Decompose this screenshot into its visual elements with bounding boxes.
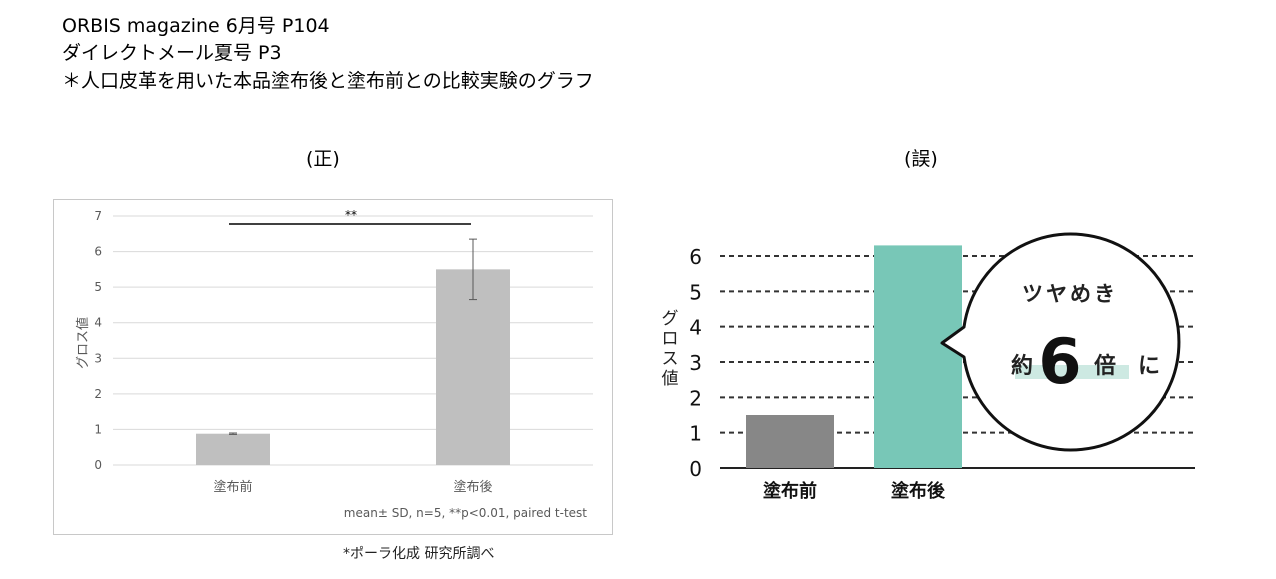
y-tick-label-2: 2: [94, 387, 102, 401]
source-note: *ポーラ化成 研究所調べ: [343, 546, 495, 562]
x-tick-label-1: 塗布後: [453, 479, 492, 495]
bubble-prefix: 約: [1011, 353, 1033, 379]
y-tick-label-5: 5: [689, 280, 702, 304]
y-tick-label-6: 6: [94, 245, 102, 259]
bubble-line1: ツヤめき: [1022, 282, 1118, 306]
y-axis-label-char-1: ロ: [662, 329, 679, 349]
x-tick-label-0: 塗布前: [213, 479, 252, 495]
y-tick-label-0: 0: [94, 458, 102, 472]
y-tick-label-5: 5: [94, 280, 102, 294]
y-tick-label-0: 0: [689, 457, 702, 481]
y-tick-label-7: 7: [94, 209, 102, 223]
correct-chart: 0 1 2 3 4 5 6 7 塗布前 塗布後 ** グロス値 mean± SD, n=5, **p<0…: [75, 208, 593, 520]
y-tick-label-1: 1: [94, 422, 102, 436]
y-tick-label-4: 4: [94, 316, 102, 330]
caption-incorrect: (誤): [904, 148, 938, 170]
y-tick-label-4: 4: [689, 316, 702, 340]
bubble-suffix: 倍: [1094, 353, 1116, 379]
header-line-2: ダイレクトメール夏号 P3: [62, 42, 282, 64]
header-line-3: ＊人口皮革を用いた本品塗布後と塗布前との比較実験のグラフ: [62, 70, 594, 92]
y-tick-label-3: 3: [94, 351, 102, 365]
bar-1: [874, 245, 962, 468]
stat-note: mean± SD, n=5, **p<0.01, paired t-test: [344, 506, 587, 520]
significance-marker: **: [345, 208, 357, 222]
bar-1: [436, 269, 510, 465]
bar-0: [196, 433, 270, 465]
bubble-big-number: 6: [1038, 325, 1081, 398]
header-line-1: ORBIS magazine 6月号 P104: [62, 15, 330, 37]
speech-bubble: [940, 232, 1181, 452]
caption-correct: (正): [306, 148, 340, 170]
bar-0: [746, 415, 834, 468]
y-tick-label-6: 6: [689, 245, 702, 269]
y-tick-label-2: 2: [689, 386, 702, 410]
y-axis-label: グロス値: [662, 309, 679, 389]
y-axis-label-char-3: 値: [662, 369, 679, 389]
bubble-highlight: [1015, 365, 1129, 379]
y-axis-label-char-2: ス: [662, 349, 679, 369]
correct-chart-frame: [53, 199, 613, 535]
y-axis-label-char-0: グ: [662, 309, 679, 329]
y-tick-label-3: 3: [689, 351, 702, 375]
y-tick-label-1: 1: [689, 422, 702, 446]
x-tick-label-1: 塗布後: [891, 480, 946, 502]
bubble-tail: に: [1138, 354, 1160, 379]
y-axis-label: グロス値: [75, 317, 91, 369]
incorrect-chart: 0123456塗布前 塗布後グロス値ツヤめき約 6 倍に: [662, 232, 1195, 502]
x-tick-label-0: 塗布前: [763, 480, 817, 502]
